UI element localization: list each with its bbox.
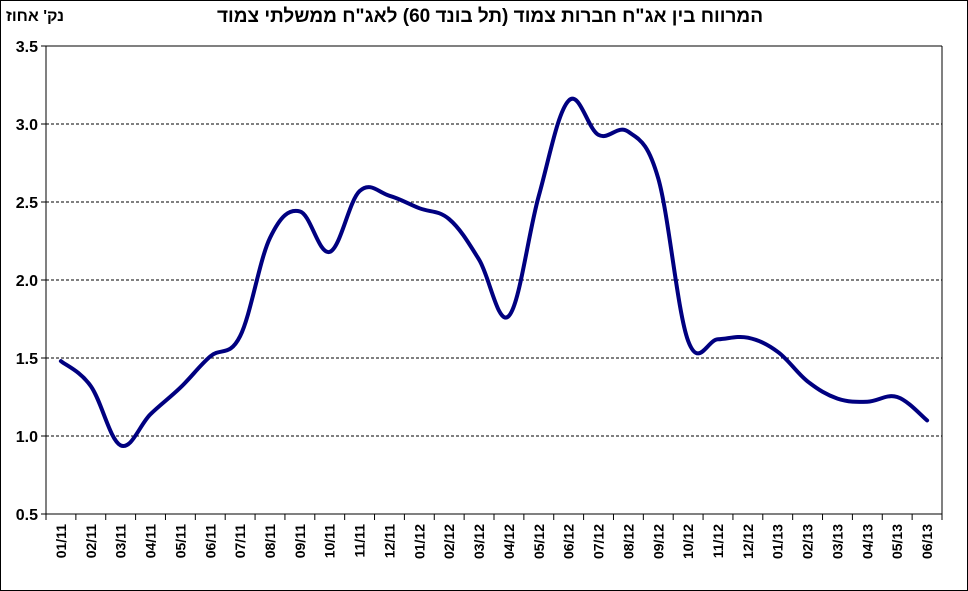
x-tick-label: 12/12: [740, 524, 756, 559]
y-tick-label: 3.5: [16, 39, 38, 56]
x-tick-label: 08/11: [262, 524, 278, 558]
x-tick-label: 11/12: [710, 524, 726, 558]
x-axis-tick-labels: 01/11 02/11 03/11 04/11 05/11 06/11 07/11 08/11…: [53, 524, 935, 559]
y-tick-label: 0.5: [16, 507, 38, 524]
x-tick-label: 11/11: [352, 524, 368, 558]
x-tick-label: 05/11: [172, 524, 188, 558]
x-tick-label: 09/12: [650, 524, 666, 559]
x-tick-label: 02/11: [83, 524, 99, 558]
y-axis-unit-label: נק' אחוז: [6, 8, 65, 25]
x-tick-label: 03/13: [829, 524, 845, 559]
x-tick-label: 01/13: [770, 524, 786, 559]
x-tick-label: 04/11: [143, 524, 159, 558]
x-tick-label: 04/12: [501, 524, 517, 559]
x-tick-label: 03/11: [113, 524, 129, 558]
x-tick-label: 02/12: [441, 524, 457, 559]
x-tick-label: 01/12: [411, 524, 427, 559]
axes: [41, 45, 943, 520]
x-tick-label: 06/12: [561, 524, 577, 559]
x-tick-label: 02/13: [800, 524, 816, 559]
x-tick-label: 05/12: [531, 524, 547, 559]
y-tick-label: 2.5: [16, 195, 38, 212]
x-tick-label: 03/12: [471, 524, 487, 559]
x-tick-label: 01/11: [53, 524, 69, 558]
x-tick-label: 05/13: [889, 524, 905, 559]
y-tick-label: 2.0: [16, 273, 38, 290]
x-tick-label: 06/13: [919, 524, 935, 559]
x-tick-label: 06/11: [202, 524, 218, 558]
y-axis-tick-labels: 0.5 1.0 1.5 2.0 2.5 3.0 3.5: [16, 39, 38, 524]
chart-title: המרווח בין אג"ח חברות צמוד (תל בונד 60) …: [216, 6, 764, 27]
x-tick-label: 07/12: [591, 524, 607, 559]
series-layer: [58, 96, 930, 448]
x-tick-label: 10/11: [322, 524, 338, 558]
x-tick-label: 04/13: [859, 524, 875, 559]
series-line-0: [58, 96, 930, 448]
y-tick-label: 1.5: [16, 351, 38, 368]
gridlines: [46, 123, 942, 437]
y-tick-label: 1.0: [16, 429, 38, 446]
y-tick-label: 3.0: [16, 117, 38, 134]
x-tick-label: 07/11: [232, 524, 248, 558]
x-tick-label: 12/11: [381, 524, 397, 558]
x-tick-label: 09/11: [292, 524, 308, 558]
x-tick-label: 10/12: [680, 524, 696, 559]
x-tick-label: 08/12: [620, 524, 636, 559]
